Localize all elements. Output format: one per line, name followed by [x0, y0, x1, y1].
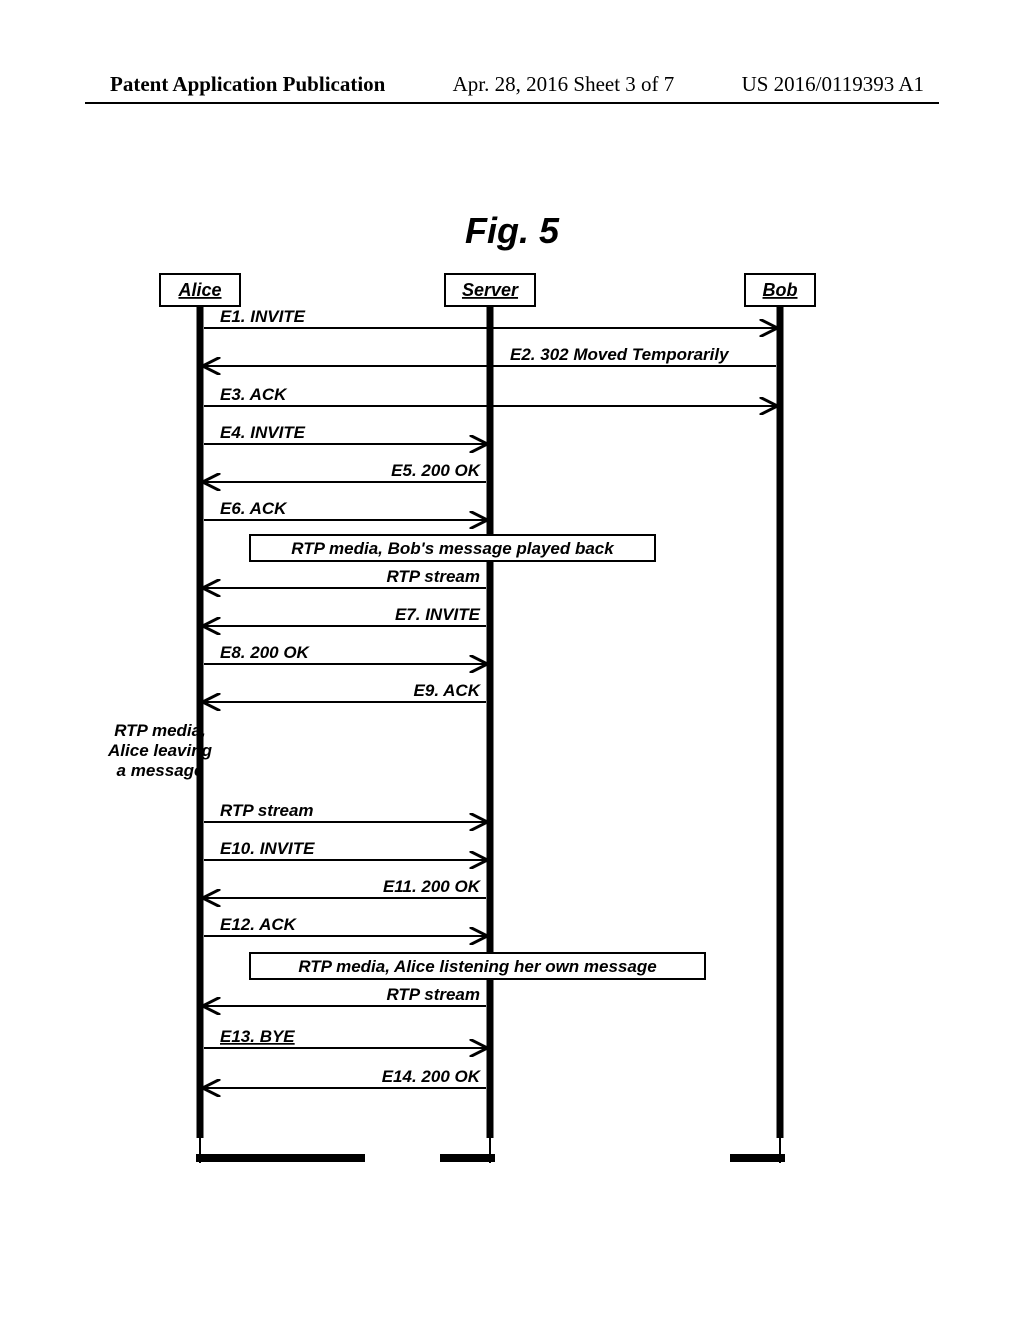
header-left: Patent Application Publication	[110, 72, 385, 97]
svg-text:RTP stream: RTP stream	[386, 985, 480, 1004]
svg-text:E12. ACK: E12. ACK	[220, 915, 298, 934]
svg-text:E6. ACK: E6. ACK	[220, 499, 288, 518]
svg-text:Alice: Alice	[177, 280, 221, 300]
svg-text:Server: Server	[462, 280, 519, 300]
svg-text:E11. 200 OK: E11. 200 OK	[383, 877, 482, 896]
svg-text:E2. 302 Moved Temporarily: E2. 302 Moved Temporarily	[510, 345, 730, 364]
svg-text:Bob: Bob	[763, 280, 798, 300]
svg-text:a message: a message	[117, 761, 204, 780]
svg-text:E5. 200 OK: E5. 200 OK	[391, 461, 482, 480]
svg-text:Alice leaving: Alice leaving	[107, 741, 213, 760]
svg-text:E1. INVITE: E1. INVITE	[220, 307, 306, 326]
header-rule	[85, 102, 939, 104]
page: Patent Application Publication Apr. 28, …	[0, 0, 1024, 1320]
svg-text:RTP stream: RTP stream	[386, 567, 480, 586]
svg-text:E14. 200 OK: E14. 200 OK	[382, 1067, 482, 1086]
svg-text:RTP stream: RTP stream	[220, 801, 314, 820]
svg-text:RTP media,: RTP media,	[114, 721, 206, 740]
header-right: US 2016/0119393 A1	[742, 72, 924, 97]
svg-text:E7. INVITE: E7. INVITE	[395, 605, 481, 624]
sequence-svg: Alice Server Bob E1. INVITE E2. 302 Moved T…	[140, 258, 840, 1178]
figure-title: Fig. 5	[0, 210, 1024, 252]
comment-boxes-layer: RTP media, Bob's message played back RTP …	[250, 535, 705, 979]
side-labels-layer: RTP media,Alice leavinga message	[107, 721, 213, 780]
svg-text:E3. ACK: E3. ACK	[220, 385, 288, 404]
sequence-diagram: Alice Server Bob E1. INVITE E2. 302 Moved T…	[140, 258, 840, 1178]
page-header: Patent Application Publication Apr. 28, …	[0, 72, 1024, 97]
svg-text:RTP media, Bob's message playe: RTP media, Bob's message played back	[291, 539, 615, 558]
svg-text:E8. 200 OK: E8. 200 OK	[220, 643, 311, 662]
svg-text:E13. BYE: E13. BYE	[220, 1027, 295, 1046]
header-center: Apr. 28, 2016 Sheet 3 of 7	[453, 72, 675, 97]
svg-text:E10. INVITE: E10. INVITE	[220, 839, 315, 858]
svg-text:E4. INVITE: E4. INVITE	[220, 423, 306, 442]
svg-text:E9. ACK: E9. ACK	[414, 681, 482, 700]
svg-text:RTP media, Alice listening her: RTP media, Alice listening her own messa…	[298, 957, 656, 976]
